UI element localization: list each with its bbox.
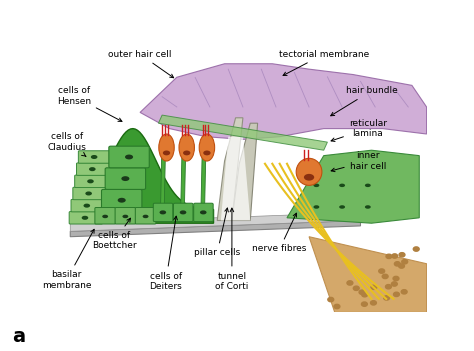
Ellipse shape: [296, 158, 322, 185]
Circle shape: [379, 269, 384, 273]
Ellipse shape: [304, 174, 314, 181]
Ellipse shape: [203, 151, 210, 155]
FancyBboxPatch shape: [153, 203, 173, 221]
Ellipse shape: [89, 167, 96, 171]
Text: cells of
Claudius: cells of Claudius: [47, 132, 86, 156]
FancyBboxPatch shape: [78, 151, 112, 163]
Circle shape: [413, 247, 419, 251]
Text: hair bundle: hair bundle: [331, 86, 397, 116]
Ellipse shape: [180, 210, 186, 214]
Circle shape: [383, 296, 390, 300]
Ellipse shape: [313, 205, 319, 209]
Ellipse shape: [199, 134, 215, 161]
Text: a: a: [12, 326, 26, 346]
Polygon shape: [309, 237, 427, 312]
Text: inner
hair cell: inner hair cell: [331, 151, 386, 172]
Circle shape: [347, 281, 353, 285]
FancyBboxPatch shape: [101, 190, 142, 211]
Text: pillar cells: pillar cells: [194, 208, 240, 257]
Ellipse shape: [82, 216, 88, 220]
Polygon shape: [181, 137, 186, 220]
Ellipse shape: [102, 215, 108, 218]
Ellipse shape: [179, 134, 194, 161]
Polygon shape: [160, 137, 166, 220]
Ellipse shape: [159, 134, 174, 161]
Ellipse shape: [163, 151, 170, 155]
Circle shape: [386, 254, 392, 258]
FancyBboxPatch shape: [135, 207, 156, 224]
Text: tectorial membrane: tectorial membrane: [279, 50, 369, 75]
Ellipse shape: [83, 204, 90, 208]
FancyBboxPatch shape: [69, 212, 102, 224]
Text: tunnel
of Corti: tunnel of Corti: [215, 208, 248, 291]
Polygon shape: [140, 64, 427, 139]
Text: BCE6ET: BCE6ET: [438, 326, 465, 332]
Polygon shape: [70, 220, 360, 237]
Ellipse shape: [125, 154, 133, 159]
FancyBboxPatch shape: [95, 207, 116, 224]
FancyBboxPatch shape: [0, 324, 43, 349]
FancyBboxPatch shape: [173, 203, 193, 221]
FancyBboxPatch shape: [71, 199, 104, 212]
Polygon shape: [158, 115, 328, 150]
Circle shape: [371, 285, 377, 290]
Ellipse shape: [85, 191, 92, 196]
Circle shape: [371, 301, 376, 305]
Circle shape: [401, 290, 407, 294]
FancyBboxPatch shape: [76, 163, 110, 176]
Circle shape: [385, 285, 392, 289]
Ellipse shape: [87, 179, 94, 183]
Ellipse shape: [91, 155, 98, 159]
Circle shape: [353, 286, 359, 290]
Ellipse shape: [200, 210, 207, 214]
FancyBboxPatch shape: [194, 203, 213, 221]
Polygon shape: [78, 128, 213, 223]
Polygon shape: [201, 137, 206, 220]
Circle shape: [328, 297, 334, 302]
Circle shape: [362, 302, 367, 306]
Ellipse shape: [121, 176, 129, 181]
Polygon shape: [232, 123, 258, 220]
Circle shape: [392, 282, 397, 286]
Text: cells of
Deiters: cells of Deiters: [149, 216, 182, 291]
Circle shape: [393, 276, 399, 281]
Text: cells of
Hensen: cells of Hensen: [57, 86, 122, 121]
Polygon shape: [217, 118, 243, 220]
Circle shape: [334, 304, 340, 309]
FancyBboxPatch shape: [75, 175, 108, 187]
Circle shape: [402, 260, 408, 264]
Circle shape: [399, 253, 405, 257]
Polygon shape: [70, 212, 360, 231]
Text: cells of
Boettcher: cells of Boettcher: [92, 218, 137, 251]
Ellipse shape: [118, 198, 126, 203]
Ellipse shape: [339, 184, 345, 187]
Polygon shape: [221, 137, 250, 220]
FancyBboxPatch shape: [73, 187, 106, 200]
FancyBboxPatch shape: [115, 207, 136, 224]
Ellipse shape: [365, 205, 371, 209]
FancyBboxPatch shape: [109, 146, 149, 168]
Text: www.alamy.com: www.alamy.com: [408, 340, 465, 346]
Circle shape: [399, 264, 404, 268]
Text: alamy stock photo: alamy stock photo: [57, 330, 173, 343]
Circle shape: [359, 290, 365, 294]
Text: basilar
membrane: basilar membrane: [42, 229, 94, 290]
FancyBboxPatch shape: [105, 168, 146, 190]
Polygon shape: [287, 150, 419, 223]
Ellipse shape: [313, 184, 319, 187]
Circle shape: [382, 274, 388, 279]
Ellipse shape: [183, 151, 191, 155]
Circle shape: [394, 262, 400, 266]
Circle shape: [392, 254, 398, 258]
Ellipse shape: [365, 184, 371, 187]
Ellipse shape: [160, 210, 166, 214]
Text: outer hair cell: outer hair cell: [109, 50, 173, 78]
Ellipse shape: [143, 215, 148, 218]
Ellipse shape: [122, 215, 128, 218]
Circle shape: [362, 292, 368, 297]
Circle shape: [393, 292, 400, 297]
Text: reticular
lamina: reticular lamina: [331, 119, 387, 141]
Ellipse shape: [339, 205, 345, 209]
Text: nerve fibres: nerve fibres: [253, 213, 307, 253]
